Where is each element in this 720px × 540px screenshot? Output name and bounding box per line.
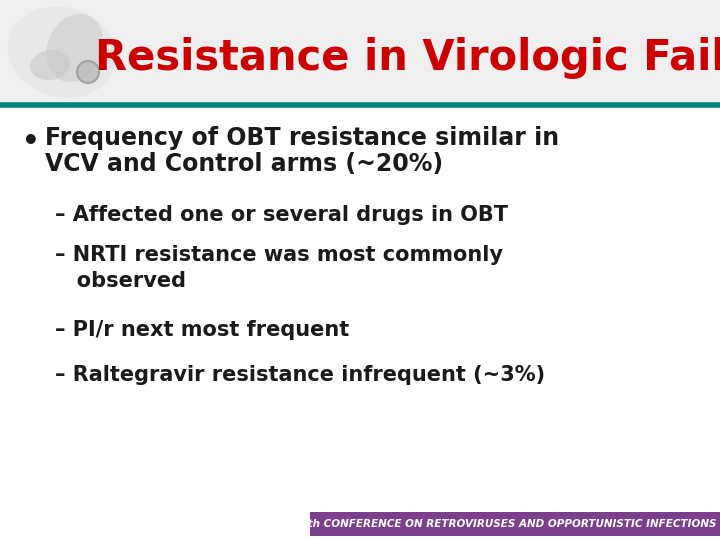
Text: UPDATE. 17 th CONFERENCE ON RETROVIRUSES AND OPPORTUNISTIC INFECTIONS: UPDATE. 17 th CONFERENCE ON RETROVIRUSES… (235, 519, 716, 529)
Bar (310, 512, 720, 536)
Text: Resistance in Virologic Failures: Resistance in Virologic Failures (95, 37, 720, 79)
Text: Frequency of OBT resistance similar in: Frequency of OBT resistance similar in (45, 126, 559, 150)
Text: – PI/r next most frequent: – PI/r next most frequent (55, 320, 349, 340)
Text: VCV and Control arms (~20%): VCV and Control arms (~20%) (45, 152, 443, 176)
Text: – Raltegravir resistance infrequent (~3%): – Raltegravir resistance infrequent (~3%… (55, 365, 545, 385)
Ellipse shape (30, 50, 70, 80)
Ellipse shape (47, 14, 104, 82)
Bar (0, 0, 720, 105)
Text: – Affected one or several drugs in OBT: – Affected one or several drugs in OBT (55, 205, 508, 225)
Ellipse shape (8, 6, 117, 98)
Text: •: • (22, 128, 40, 156)
Text: – NRTI resistance was most commonly
   observed: – NRTI resistance was most commonly obse… (55, 245, 503, 291)
Ellipse shape (77, 61, 99, 83)
